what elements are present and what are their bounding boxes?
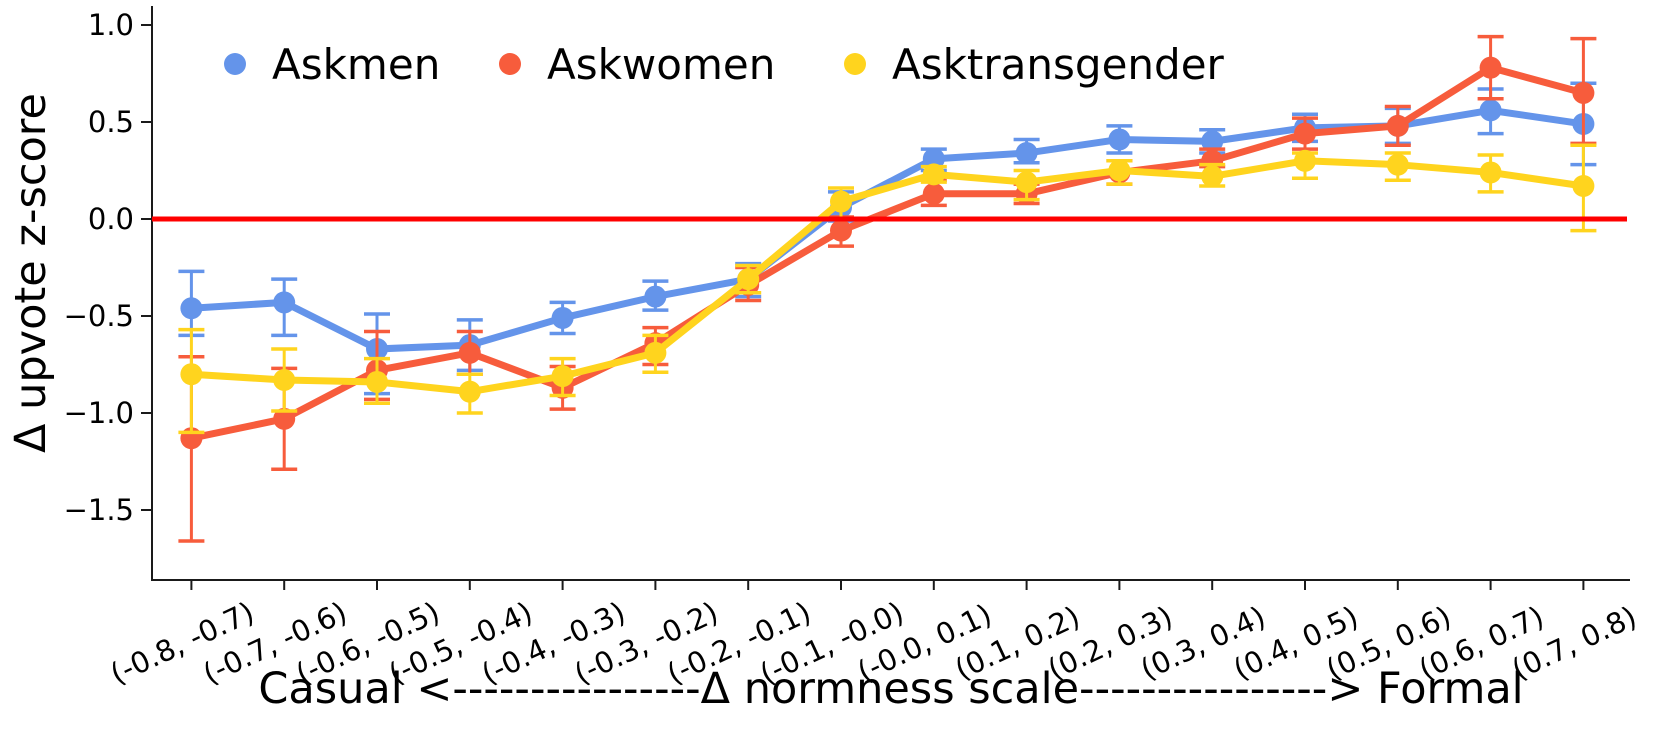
asktransgender-legend-label: Asktransgender <box>892 39 1224 89</box>
asktransgender-marker <box>180 363 203 386</box>
legend-item-asktransgender: Asktransgender <box>844 39 1224 89</box>
y-tick-label: −0.5 <box>64 299 134 333</box>
askmen-legend-dot-icon <box>224 53 246 75</box>
askmen-marker <box>1015 142 1038 165</box>
asktransgender-marker <box>1108 159 1131 182</box>
askwomen-marker <box>830 219 852 242</box>
legend-item-askwomen: Askwomen <box>499 39 776 89</box>
askwomen-marker <box>1294 122 1316 145</box>
y-tick-label: 0.0 <box>88 202 134 236</box>
askwomen-marker <box>1572 81 1595 104</box>
askwomen-legend-dot-icon <box>499 53 521 75</box>
askwomen-marker <box>1386 114 1409 137</box>
asktransgender-marker <box>830 190 852 213</box>
asktransgender-marker <box>737 268 760 291</box>
asktransgender-marker <box>1294 149 1316 172</box>
askmen-legend-label: Askmen <box>272 39 441 89</box>
asktransgender-line <box>187 157 1587 396</box>
askwomen-marker <box>922 182 945 205</box>
asktransgender-marker <box>1386 153 1409 176</box>
askmen-marker <box>1479 99 1502 122</box>
asktransgender-marker <box>1572 175 1595 198</box>
askmen-marker <box>1201 130 1224 153</box>
y-tick-label: 0.5 <box>88 105 134 139</box>
askwomen-marker <box>458 341 481 364</box>
askmen-marker <box>644 285 667 308</box>
askwomen-line <box>187 64 1587 442</box>
asktransgender-marker <box>366 370 388 393</box>
asktransgender-marker <box>551 365 574 388</box>
askwomen-marker <box>273 407 296 430</box>
x-axis-label: Casual <----------------Δ normness scale… <box>258 664 1524 714</box>
y-axis-label: Δ upvote z-score <box>6 93 56 453</box>
asktransgender-marker <box>1015 171 1038 194</box>
askmen-marker <box>922 147 945 170</box>
askmen-marker <box>180 297 203 320</box>
asktransgender-marker <box>458 380 481 403</box>
asktransgender-marker <box>922 163 945 186</box>
askmen-marker <box>273 291 296 314</box>
asktransgender-marker <box>644 341 667 364</box>
asktransgender-marker <box>1479 161 1502 184</box>
asktransgender-marker <box>273 369 296 392</box>
askmen-marker <box>1108 128 1131 151</box>
askwomen-marker <box>1479 56 1502 79</box>
y-tick-label: −1.0 <box>64 396 134 430</box>
y-tick-label: 1.0 <box>88 8 134 42</box>
askmen-marker <box>551 306 574 329</box>
askmen-line <box>187 106 1587 353</box>
legend-item-askmen: Askmen <box>224 39 441 89</box>
asktransgender-marker <box>1201 165 1224 188</box>
asktransgender-legend-dot-icon <box>844 53 866 75</box>
y-tick-label: −1.5 <box>64 493 134 527</box>
askwomen-legend-label: Askwomen <box>547 39 776 89</box>
